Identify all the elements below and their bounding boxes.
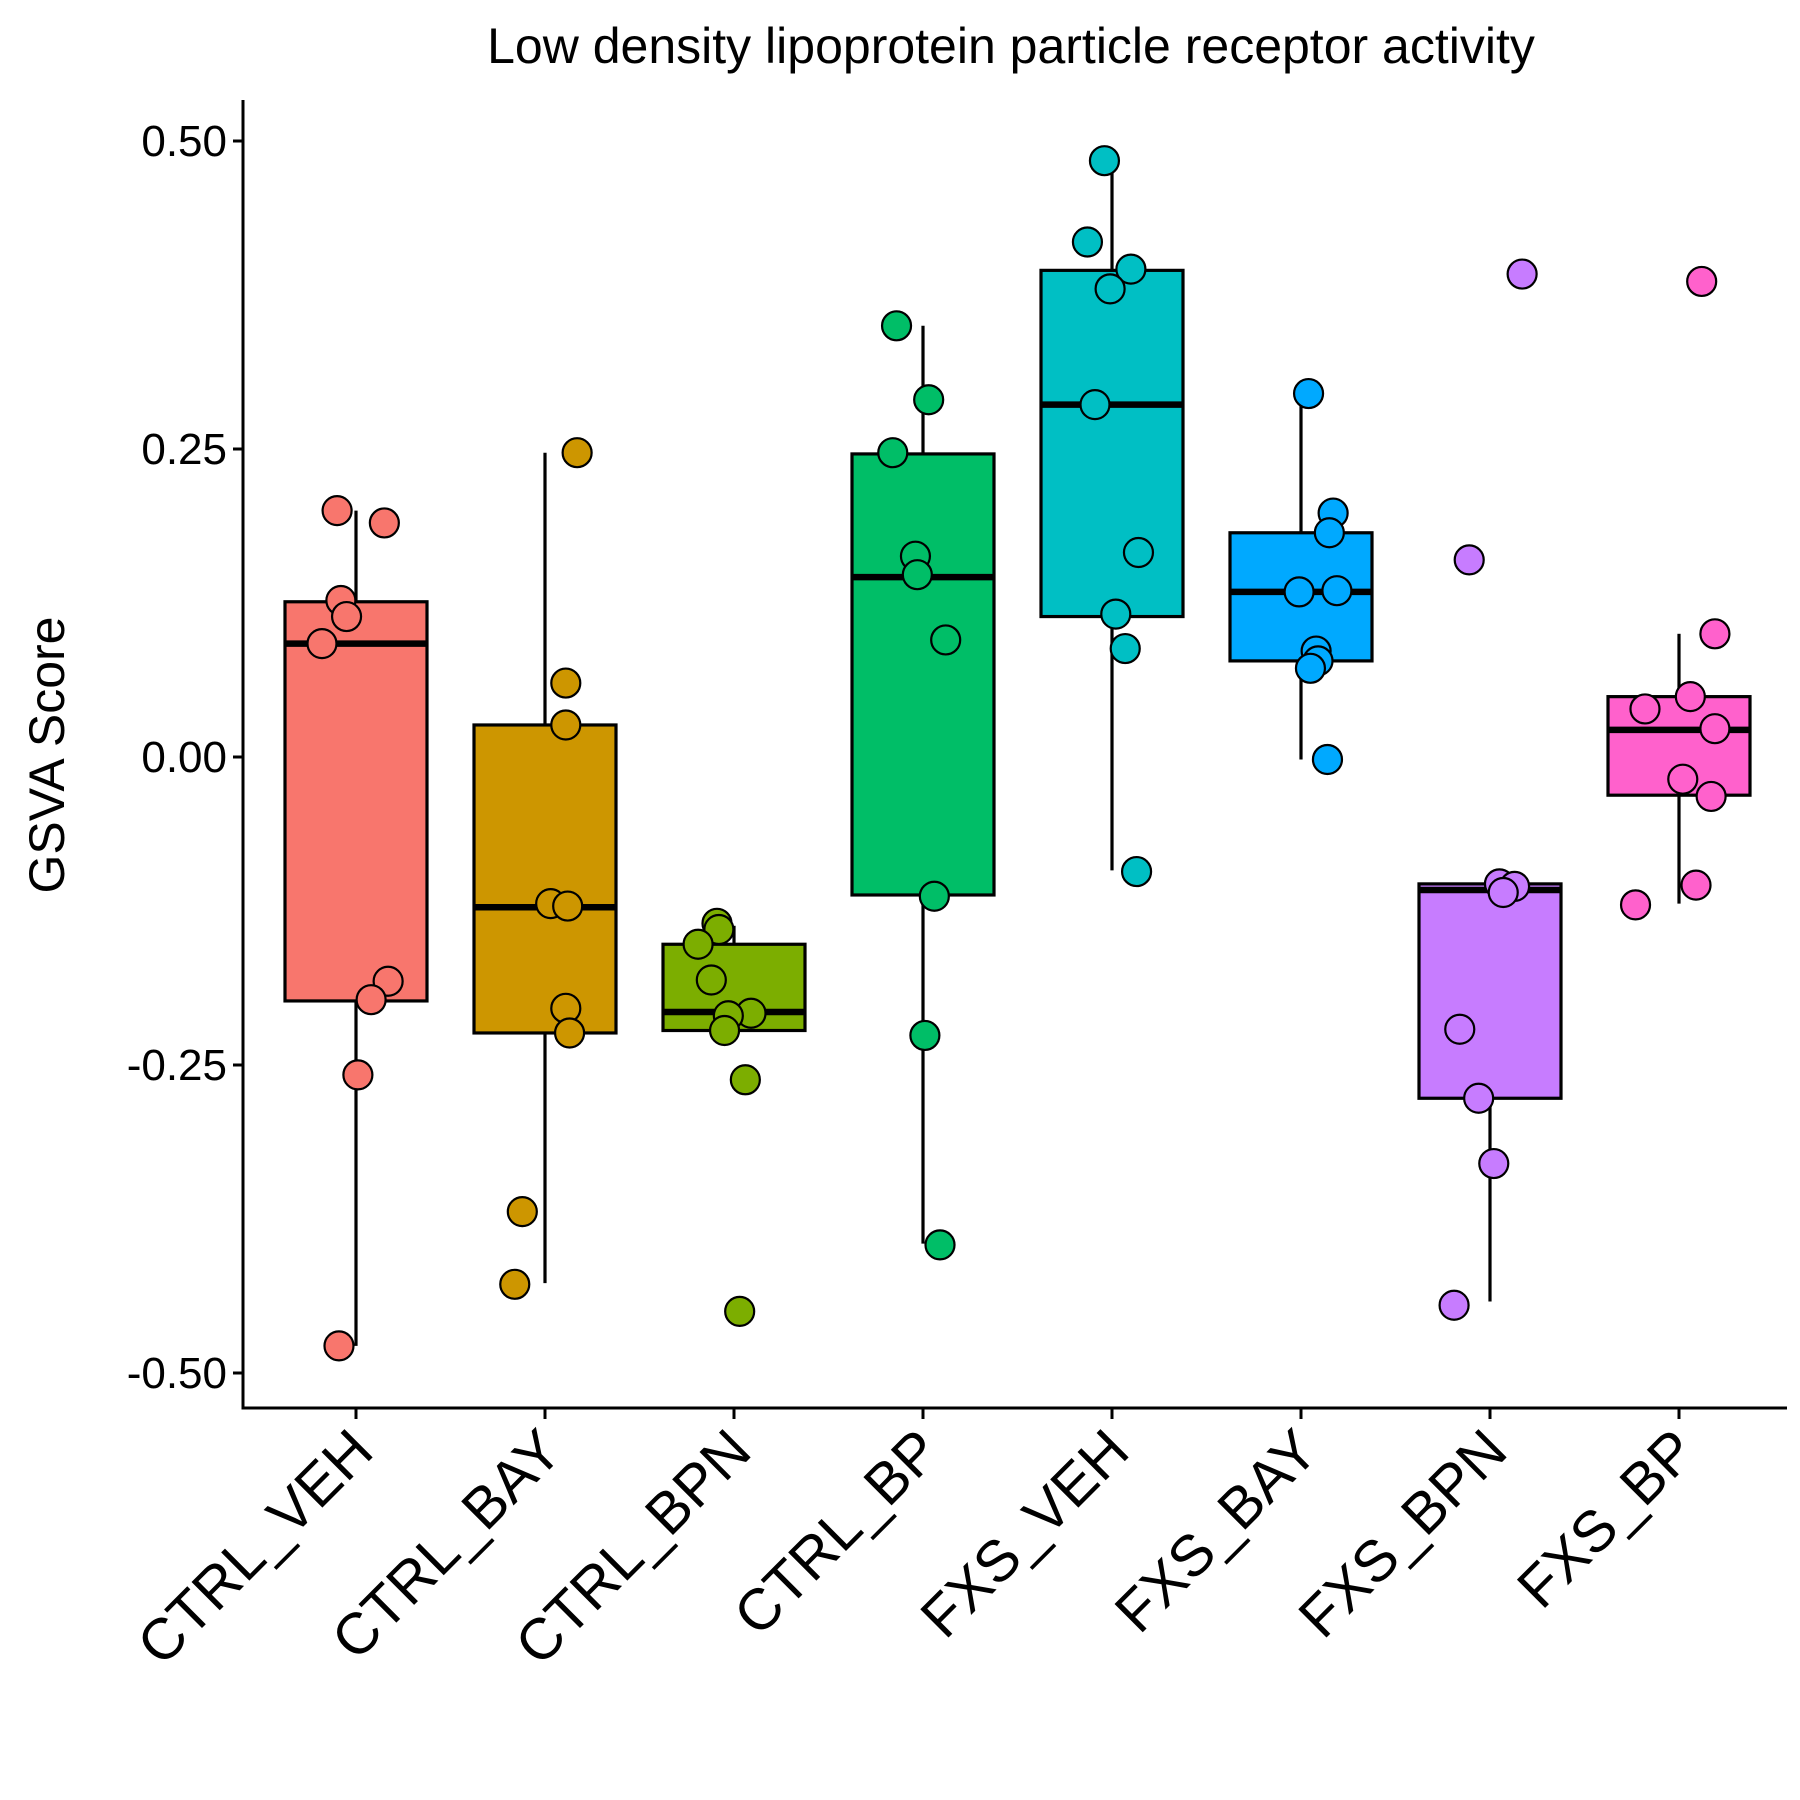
data-point — [561, 437, 593, 469]
y-tick-label: -0.50 — [127, 1349, 227, 1398]
data-point — [1094, 273, 1126, 305]
points-layer — [306, 145, 1731, 1362]
box — [1417, 882, 1563, 1100]
data-point — [930, 624, 962, 656]
data-point — [901, 559, 933, 591]
data-point — [918, 880, 950, 912]
data-point — [1071, 226, 1104, 258]
box — [472, 723, 618, 1035]
data-point — [1686, 265, 1718, 298]
chart-title: Low density lipoprotein particle recepto… — [487, 18, 1535, 74]
x-tick-label: FXS_BP — [1505, 1417, 1708, 1620]
x-tick-label: FXS_BPN — [1286, 1417, 1519, 1650]
data-point — [1680, 869, 1712, 901]
data-point — [1487, 876, 1519, 909]
data-point — [499, 1268, 531, 1300]
data-point — [909, 1019, 941, 1052]
data-point — [913, 384, 945, 416]
data-point — [1115, 253, 1147, 285]
data-point — [1313, 517, 1345, 549]
data-point — [306, 628, 338, 660]
data-point — [1699, 713, 1731, 745]
data-point — [342, 1059, 374, 1091]
data-point — [1478, 1147, 1510, 1180]
data-point — [1674, 681, 1706, 713]
data-point — [1088, 145, 1121, 177]
data-point — [1699, 618, 1731, 650]
x-tick-label: FXS_VEH — [908, 1417, 1141, 1650]
data-point — [1311, 743, 1344, 776]
data-point — [368, 507, 400, 539]
data-point — [1120, 855, 1153, 888]
box — [1039, 268, 1185, 619]
data-point — [552, 890, 584, 922]
data-point — [1463, 1082, 1495, 1114]
data-point — [1453, 544, 1485, 576]
data-point — [550, 667, 582, 699]
data-point — [1506, 258, 1538, 290]
data-point — [924, 1229, 956, 1261]
data-point — [550, 709, 582, 741]
data-point — [1292, 377, 1325, 410]
data-point — [729, 1064, 761, 1096]
data-point — [1619, 889, 1652, 921]
data-point — [1667, 763, 1699, 795]
data-point — [1100, 598, 1132, 630]
data-point — [1294, 652, 1327, 684]
y-tick-label: 0.00 — [141, 733, 227, 782]
data-point — [1109, 632, 1141, 665]
box — [850, 452, 996, 897]
data-point — [1321, 575, 1353, 607]
y-tick-label: 0.50 — [141, 117, 227, 166]
data-point — [1438, 1289, 1470, 1321]
y-tick-label: -0.25 — [127, 1041, 227, 1090]
y-axis-label: GSVA Score — [19, 617, 75, 894]
data-point — [682, 928, 714, 960]
box — [283, 600, 429, 1003]
data-point — [880, 310, 913, 342]
data-point — [506, 1196, 538, 1228]
data-point — [323, 1330, 355, 1362]
data-point — [553, 1017, 586, 1049]
data-point — [355, 984, 387, 1016]
data-point — [321, 495, 353, 527]
data-point — [330, 600, 363, 633]
data-point — [708, 1014, 741, 1047]
data-point — [695, 964, 727, 996]
data-point — [1122, 536, 1155, 569]
data-point — [1444, 1013, 1476, 1045]
data-point — [1629, 693, 1661, 725]
data-point — [1695, 780, 1727, 813]
boxes-layer — [283, 160, 1752, 1346]
data-point — [1283, 576, 1315, 608]
data-point — [1079, 389, 1111, 421]
y-tick-label: 0.25 — [141, 425, 227, 474]
data-point — [724, 1295, 756, 1328]
data-point — [877, 437, 909, 469]
